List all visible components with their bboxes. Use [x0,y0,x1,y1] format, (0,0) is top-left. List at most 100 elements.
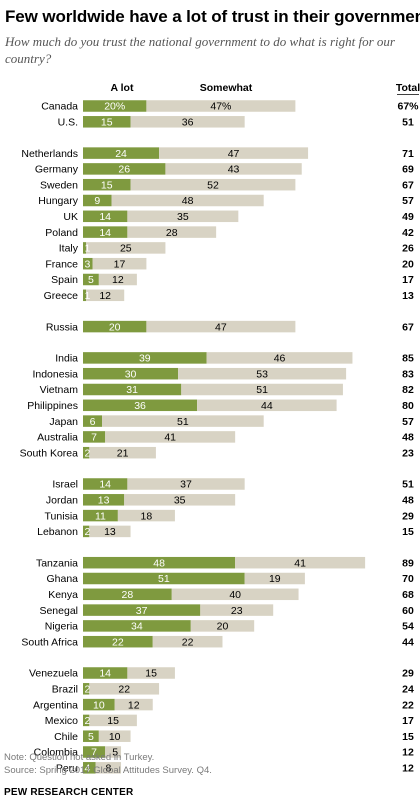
value-label-alot: 14 [99,227,111,239]
value-label-alot: 2 [85,684,91,696]
bar-alot [83,635,153,648]
value-label-somewhat: 12 [99,290,111,302]
country-label: Chile [54,731,78,743]
value-label-somewhat: 18 [141,510,153,522]
country-label: Spain [51,274,78,286]
country-label: UK [63,211,78,223]
bar-alot [83,494,125,506]
value-label-somewhat: 13 [104,526,116,538]
bar-somewhat [200,604,274,616]
value-label-total: 67% [397,101,419,113]
country-label: Greece [44,290,79,302]
country-label: India [55,353,78,365]
bar-alot [83,556,236,569]
value-label-total: 48 [402,495,414,507]
country-label: Jordan [46,495,78,507]
value-label-alot: 7 [91,747,97,759]
value-label-somewhat: 40 [229,589,241,601]
country-label: Colombia [34,747,79,759]
value-label-alot: 3 [85,258,91,270]
country-label: Ghana [46,573,78,585]
bar-somewhat [105,431,236,443]
value-label-somewhat: 28 [166,227,178,239]
value-label-total: 89 [402,557,414,569]
country-label: Australia [37,432,78,444]
bar-somewhat [130,116,245,128]
bar-alot [83,100,147,112]
bar-alot [83,572,245,585]
bar-somewhat [114,698,153,711]
value-label-total: 67 [402,179,414,191]
value-label-somewhat: 19 [269,573,281,585]
value-label-somewhat: 35 [174,495,186,507]
value-label-alot: 14 [99,211,111,223]
bar-somewhat [105,746,122,758]
bar-alot [83,588,172,601]
value-label-alot: 1 [85,290,91,302]
bar-alot [83,352,207,364]
value-label-alot: 4 [85,763,91,775]
value-label-alot: 15 [101,179,113,191]
value-label-total: 24 [402,684,414,696]
country-label: Poland [45,227,78,239]
bar-alot [83,210,128,223]
value-label-total: 67 [402,321,414,333]
value-label-alot: 28 [122,589,134,601]
value-label-total: 22 [402,699,414,711]
country-label: South Korea [20,447,79,459]
bar-somewhat [124,494,236,506]
value-label-alot: 20% [104,101,125,113]
value-label-total: 68 [402,589,414,601]
value-label-alot: 26 [118,164,130,176]
value-label-alot: 10 [93,699,105,711]
bar-somewhat [86,242,166,254]
value-label-total: 49 [402,211,414,223]
value-label-total: 12 [402,763,414,775]
value-label-somewhat: 47 [228,148,240,160]
value-label-total: 54 [402,621,414,633]
bar-alot [83,399,198,412]
value-label-alot: 22 [112,636,124,648]
country-label: Netherlands [21,148,78,160]
value-label-total: 57 [402,195,414,207]
bar-alot [83,273,99,286]
country-label: Nigeria [45,621,78,633]
value-label-total: 83 [402,368,414,380]
bar-somewhat [92,257,147,270]
value-label-total: 60 [402,605,414,617]
bar-somewhat [152,635,223,648]
value-label-total: 80 [402,400,414,412]
value-label-alot: 2 [85,526,91,538]
value-label-alot: 5 [88,731,94,743]
value-label-total: 51 [402,117,414,129]
bar-somewhat [171,588,299,601]
value-label-somewhat: 44 [261,400,273,412]
country-label: Senegal [39,605,78,617]
bar-somewhat [127,210,239,223]
legend-somewhat-label: Somewhat [200,82,253,94]
bar-alot [83,478,128,490]
value-label-alot: 30 [125,368,137,380]
bar-alot [83,525,90,538]
value-label-somewhat: 47% [210,101,231,113]
country-label: Israel [52,479,78,491]
bar-somewhat [89,714,137,727]
bar-somewhat [89,683,160,695]
value-label-alot: 14 [99,479,111,491]
value-label-somewhat: 41 [164,432,176,444]
chart-source: Source: Spring 2017 Global Attitudes Sur… [4,765,212,776]
bar-alot [83,762,96,774]
country-label: Peru [56,763,78,775]
legend-alot-label: A lot [111,82,134,94]
bar-alot [83,698,115,711]
bar-alot [83,116,131,128]
value-label-alot: 24 [115,148,127,160]
bar-alot [83,289,87,302]
value-label-alot: 6 [90,416,96,428]
value-label-alot: 15 [101,117,113,129]
value-label-alot: 48 [153,557,165,569]
value-label-somewhat: 37 [180,479,192,491]
value-label-alot: 36 [134,400,146,412]
value-label-alot: 9 [94,195,100,207]
value-label-alot: 7 [91,432,97,444]
